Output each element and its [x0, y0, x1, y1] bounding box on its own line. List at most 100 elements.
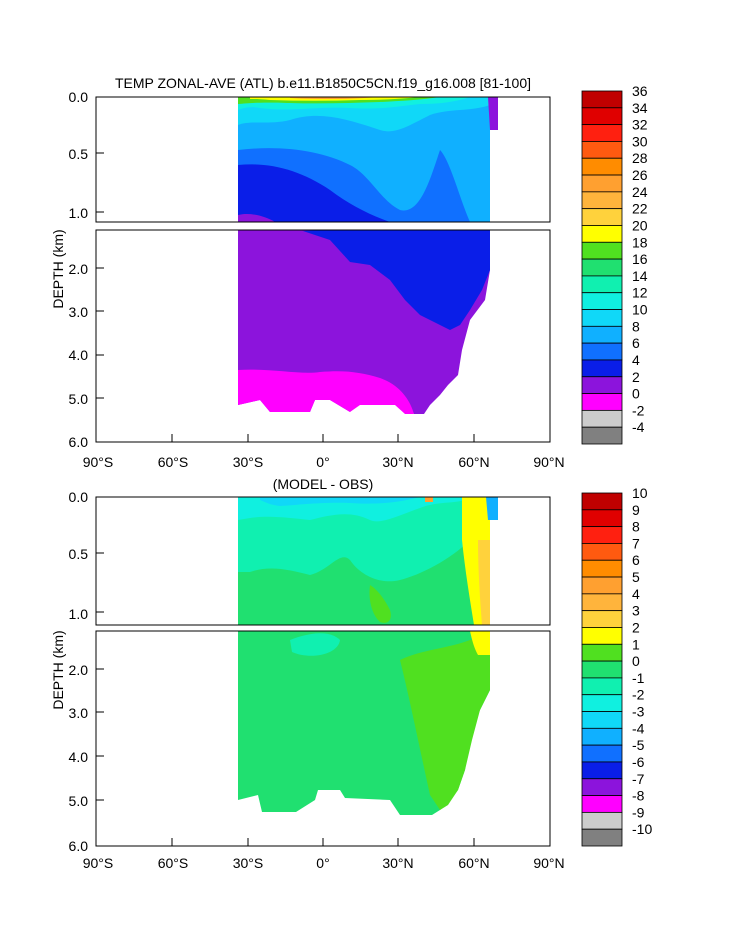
bias-colorbar-swatch-19	[581, 811, 623, 830]
bias-colorbar-label-4: 6	[632, 552, 640, 568]
temperature-colorbar-label-2: 32	[632, 117, 648, 133]
temperature-colorbar-swatch-12	[581, 292, 623, 310]
temperature-colorbar-label-5: 26	[632, 167, 648, 183]
bias-y-axis-label: DEPTH (km)	[50, 630, 66, 709]
bias-x-tick-eq: 0°	[316, 855, 329, 871]
bias-colorbar-label-20: -10	[632, 821, 652, 837]
temperature-colorbar-label-7: 22	[632, 201, 648, 217]
bias-colorbar-swatch-18	[581, 795, 623, 813]
temperature-colorbar-swatch-6	[581, 191, 623, 210]
temperature-upper-frame	[95, 96, 551, 223]
temperature-colorbar-swatch-0	[581, 90, 623, 109]
temperature-x-tick-30n: 30°N	[382, 454, 413, 470]
temperature-y-tick-1-0: 1.0	[69, 205, 89, 221]
bias-colorbar-swatch-15	[581, 744, 623, 763]
axis-tick-marks	[95, 152, 551, 846]
bias-colorbar-label-14: -4	[632, 720, 645, 736]
temperature-x-tick-60n: 60°N	[458, 454, 489, 470]
bias-x-tick-30s: 30°S	[233, 855, 264, 871]
temperature-colorbar-swatch-1	[581, 107, 623, 126]
temperature-colorbar-label-3: 30	[632, 133, 648, 149]
temperature-colorbar-swatch-4	[581, 157, 623, 176]
bias-colorbar-swatch-20	[581, 828, 623, 847]
bias-colorbar-label-11: -1	[632, 670, 645, 686]
temperature-colorbar-label-8: 20	[632, 217, 648, 233]
bias-y-tick-6-0: 6.0	[69, 838, 89, 854]
temperature-colorbar-swatch-11	[581, 275, 623, 294]
temperature-panel: TEMP ZONAL-AVE (ATL) b.e11.B1850C5CN.f19…	[50, 75, 648, 470]
temperature-colorbar-swatch-13	[581, 309, 623, 327]
temperature-colorbar-swatch-2	[581, 124, 623, 142]
temperature-colorbar-swatch-16	[581, 359, 623, 378]
temperature-colorbar-label-11: 14	[632, 268, 648, 284]
temperature-y-tick-0: 0.0	[69, 89, 89, 105]
temperature-colorbar-label-19: -2	[632, 402, 645, 418]
bias-colorbar-label-18: -8	[632, 788, 645, 804]
bias-colorbar-swatch-17	[581, 778, 623, 796]
bias-colorbar-label-6: 4	[632, 586, 640, 602]
temperature-lower-field	[238, 230, 490, 414]
bias-colorbar-swatch-5	[581, 576, 623, 595]
bias-y-tick-1-0: 1.0	[69, 606, 89, 622]
bias-colorbar-label-17: -7	[632, 771, 645, 787]
temperature-colorbar-label-6: 24	[632, 184, 648, 200]
temperature-x-ticks: 90°S 60°S 30°S 0° 30°N 60°N 90°N	[83, 454, 565, 470]
bias-y-tick-0-5: 0.5	[69, 546, 89, 562]
temperature-colorbar-label-17: 2	[632, 369, 640, 385]
temperature-y-ticks: 0.0 0.5 1.0 2.0 3.0 4.0 5.0 6.0	[69, 89, 89, 450]
bias-y-ticks: 0.0 0.5 1.0 2.0 3.0 4.0 5.0 6.0	[69, 489, 89, 854]
temperature-colorbar-label-15: 6	[632, 335, 640, 351]
temperature-y-axis-label: DEPTH (km)	[50, 229, 66, 308]
temperature-chart-title: TEMP ZONAL-AVE (ATL) b.e11.B1850C5CN.f19…	[115, 75, 531, 91]
temperature-colorbar-swatch-20	[581, 426, 623, 445]
bias-colorbar-swatch-0	[581, 492, 623, 511]
bias-colorbar-swatch-2	[581, 526, 623, 544]
temperature-colorbar-swatch-3	[581, 141, 623, 159]
bias-x-tick-90n: 90°N	[533, 855, 564, 871]
bias-chart-title: (MODEL - OBS)	[273, 476, 374, 492]
bias-colorbar-swatch-6	[581, 593, 623, 612]
bias-colorbar-label-7: 3	[632, 603, 640, 619]
bias-x-tick-90s: 90°S	[83, 855, 114, 871]
bias-colorbar-label-13: -3	[632, 704, 645, 720]
temperature-colorbar-label-9: 18	[632, 234, 648, 250]
bias-colorbar-label-9: 1	[632, 636, 640, 652]
temperature-colorbar-swatch-19	[581, 409, 623, 428]
bias-colorbar-swatch-11	[581, 677, 623, 696]
temperature-colorbar-label-20: -4	[632, 419, 645, 435]
temperature-x-tick-90n: 90°N	[533, 454, 564, 470]
temperature-upper-field	[238, 97, 498, 222]
temperature-colorbar-swatch-8	[581, 225, 623, 243]
bias-colorbar-swatch-12	[581, 694, 623, 712]
temperature-colorbar-swatch-10	[581, 258, 623, 277]
temperature-y-tick-4-0: 4.0	[69, 347, 89, 363]
bias-x-ticks: 90°S 60°S 30°S 0° 30°N 60°N 90°N	[83, 855, 565, 871]
bias-colorbar-label-19: -9	[632, 804, 645, 820]
bias-colorbar-swatch-7	[581, 610, 623, 628]
bias-lower-field	[238, 631, 490, 815]
temperature-colorbar-label-12: 12	[632, 285, 648, 301]
bias-upper-field	[238, 497, 498, 625]
temperature-x-tick-60s: 60°S	[158, 454, 189, 470]
bias-colorbar-swatch-9	[581, 643, 623, 662]
temperature-colorbar-label-10: 16	[632, 251, 648, 267]
temperature-colorbar-swatch-15	[581, 342, 623, 361]
temperature-colorbar-label-16: 4	[632, 352, 640, 368]
bias-colorbar-label-3: 7	[632, 535, 640, 551]
bias-upper-frame	[95, 496, 551, 626]
temperature-y-tick-2-0: 2.0	[69, 261, 89, 277]
bias-colorbar-label-8: 2	[632, 619, 640, 635]
temperature-x-tick-90s: 90°S	[83, 454, 114, 470]
bias-colorbar-label-16: -6	[632, 754, 645, 770]
temperature-colorbar-label-4: 28	[632, 150, 648, 166]
bias-colorbar-label-1: 9	[632, 502, 640, 518]
temperature-x-tick-30s: 30°S	[233, 454, 264, 470]
temperature-colorbar-label-13: 10	[632, 302, 648, 318]
temperature-colorbar-swatch-14	[581, 325, 623, 344]
bias-colorbar-label-2: 8	[632, 519, 640, 535]
temperature-colorbar-swatch-5	[581, 174, 623, 193]
bias-y-tick-2-0: 2.0	[69, 662, 89, 678]
